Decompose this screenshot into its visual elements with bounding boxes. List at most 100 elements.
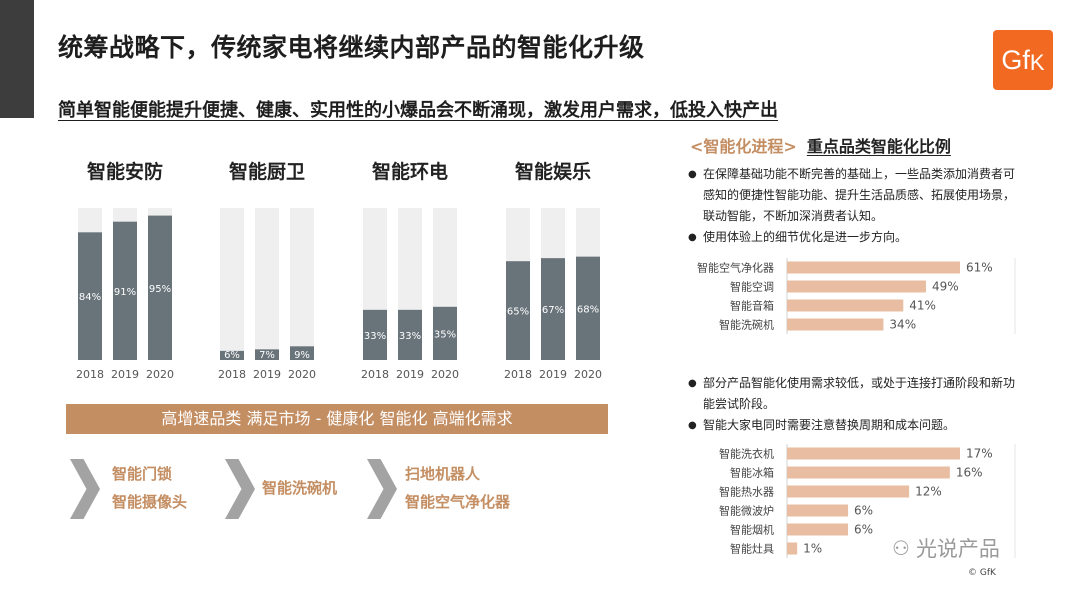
x-tick-label: 2019 [253,368,281,381]
category-label: 智能烟机 [730,523,774,537]
bar-value-label: 34% [889,318,916,332]
x-tick-label: 2018 [218,368,246,381]
example-item: 智能门锁 [112,465,173,483]
bar [363,309,387,360]
category-label: 智能空气净化器 [697,261,774,275]
bar [78,232,102,360]
x-tick-label: 2019 [111,368,139,381]
bar-value-label: 41% [909,299,936,313]
bar-value-label: 91% [114,287,136,298]
bar-value-label: 95% [149,284,171,295]
bar [787,299,904,312]
bar-value-label: 67% [542,305,564,316]
bar-value-label: 68% [577,304,599,315]
x-tick-label: 2019 [539,368,567,381]
bar-value-label: 17% [966,447,993,461]
bar [787,447,960,460]
bar [290,346,314,360]
bar [787,523,849,536]
copyright-text: © GfK [968,568,996,578]
watermark-text: 光说产品 [915,537,1000,561]
example-group-3: 扫地机器人 智能空气净化器 [405,460,510,516]
x-tick-label: 2018 [76,368,104,381]
bar [576,256,600,360]
example-group-2: 智能洗碗机 [262,474,337,502]
bar-value-label: 61% [966,261,993,275]
bullet-item: 在保障基础功能不断完善的基础上，一些品类添加消费者可感知的便捷性智能功能、提升生… [688,164,1018,227]
bar [220,350,244,360]
group-title: 智能娱乐 [515,160,591,183]
x-tick-label: 2020 [574,368,602,381]
page-subtitle: 简单智能便能提升便捷、健康、实用性的小爆品会不断涌现，激发用户需求，低投入快产出 [58,100,778,121]
bar-background [255,208,279,360]
bar-value-label: 65% [507,307,529,318]
smart-ratio-chart-bottom: 智能洗衣机 17% 智能冰箱 16% 智能热水器 12% 智能微波炉 6% 智能烟机 6% 智能灶具… [719,444,1016,558]
bar [506,261,530,360]
bar-value-label: 35% [434,329,456,340]
right-section-title: <智能化进程> 重点品类智能化比例 [690,133,951,157]
chevron-icon [225,459,255,519]
category-bar-charts: 智能安防 84% 2018 91% 2019 95% 2020 智能厨卫 6% 2018 7% 201… [76,160,602,381]
bar-value-label: 33% [399,331,421,342]
bar [255,349,279,360]
category-label: 智能洗衣机 [719,447,774,461]
bar [787,318,884,331]
bar [787,466,950,479]
category-label: 智能热水器 [719,485,774,499]
bar [113,221,137,360]
bar-value-label: 33% [364,331,386,342]
bar-value-label: 6% [224,350,240,361]
gfk-logo: Gf K [993,30,1053,90]
left-accent-bar [0,0,34,118]
smart-ratio-chart-top: 智能空气净化器 61% 智能空调 49% 智能音箱 41% 智能洗碗机 34% [697,258,1016,334]
x-tick-label: 2020 [288,368,316,381]
x-tick-label: 2020 [431,368,459,381]
group-title: 智能环电 [372,160,448,183]
bullet-list-bottom: 部分产品智能化使用需求较低，或处于连接打通阶段和新功能尝试阶段。 智能大家电同时… [688,373,1018,436]
group-title: 智能厨卫 [229,160,305,183]
bar-value-label: 12% [915,485,942,499]
category-label: 智能音箱 [730,299,774,313]
bar-value-label: 49% [932,280,959,294]
bar [787,485,910,498]
chevron-icon [70,459,100,519]
category-label: 智能冰箱 [730,466,774,480]
bar [541,258,565,360]
bar-background [290,208,314,360]
page-title: 统筹战略下，传统家电将继续内部产品的智能化升级 [58,33,645,62]
bar [787,504,849,517]
wechat-icon: ⚇ [892,536,910,560]
ratio-title: 重点品类智能化比例 [806,137,951,156]
x-tick-label: 2018 [361,368,389,381]
example-item: 扫地机器人 [405,465,481,483]
bar [398,309,422,360]
x-tick-label: 2020 [146,368,174,381]
group-title: 智能安防 [87,160,163,183]
example-item: 智能空气净化器 [405,493,511,511]
bullet-list-top: 在保障基础功能不断完善的基础上，一些品类添加消费者可感知的便捷性智能功能、提升生… [688,164,1018,248]
progress-tag: <智能化进程> [690,137,797,156]
wechat-watermark: ⚇ 光说产品 [892,533,1000,563]
bullet-item: 智能大家电同时需要注意替换周期和成本问题。 [688,415,1018,436]
bar [433,306,457,360]
bar-value-label: 6% [854,523,873,537]
growth-banner: 高增速品类 满足市场 - 健康化 智能化 高端化需求 [66,404,608,434]
x-tick-label: 2018 [504,368,532,381]
bar-value-label: 9% [294,350,310,361]
example-item: 智能洗碗机 [262,479,338,497]
bullet-item: 部分产品智能化使用需求较低，或处于连接打通阶段和新功能尝试阶段。 [688,373,1018,415]
example-group-1: 智能门锁 智能摄像头 [112,460,187,516]
x-tick-label: 2019 [396,368,424,381]
chevron-icon [367,459,397,519]
bar [787,542,798,555]
bar-value-label: 6% [854,504,873,518]
bar-value-label: 7% [259,350,275,361]
bar [787,261,960,274]
category-label: 智能洗碗机 [719,318,774,332]
bar-value-label: 16% [956,466,983,480]
bar-value-label: 84% [79,292,101,303]
example-item: 智能摄像头 [112,493,188,511]
bar [787,280,926,293]
bullet-item: 使用体验上的细节优化是进一步方向。 [688,227,1018,248]
category-label: 智能微波炉 [719,504,774,518]
